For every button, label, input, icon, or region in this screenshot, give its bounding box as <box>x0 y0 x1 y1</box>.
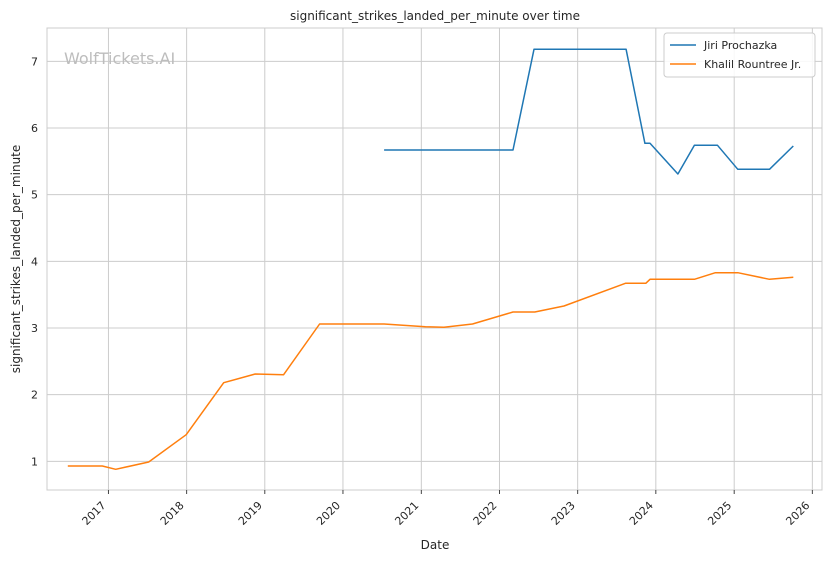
series-line-khalil-rountree-jr <box>67 271 794 471</box>
x-tick-label: 2018 <box>158 499 187 528</box>
x-tick-label: 2026 <box>783 499 812 528</box>
x-tick-label: 2017 <box>80 499 109 528</box>
gridlines <box>47 28 822 490</box>
x-tick-label: 2019 <box>236 499 265 528</box>
legend: Jiri Prochazka Khalil Rountree Jr. <box>663 32 816 78</box>
x-tick-label: 2021 <box>392 499 421 528</box>
y-axis-title: significant_strikes_landed_per_minute <box>9 145 23 374</box>
x-tick-label: 2024 <box>627 499 656 528</box>
legend-box <box>663 32 816 78</box>
x-tick-label: 2020 <box>314 499 343 528</box>
y-tick-label: 1 <box>31 455 38 468</box>
plot-area <box>46 27 823 491</box>
x-tick-label: 2025 <box>705 499 734 528</box>
y-tick-label: 5 <box>31 189 38 202</box>
x-axis-title: Date <box>421 538 450 552</box>
y-tick-label: 4 <box>31 255 38 268</box>
x-tick-label: 2022 <box>471 499 500 528</box>
x-tick-label: 2023 <box>549 499 578 528</box>
legend-label-khalil-rountree-jr: Khalil Rountree Jr. <box>704 58 801 71</box>
series-lines <box>67 48 794 471</box>
y-tick-label: 3 <box>31 322 38 335</box>
x-axis-ticks: 2017 2018 2019 2020 2021 2022 2023 2024 2025 2026 <box>80 490 813 528</box>
series-line-jiri-prochazka <box>384 48 794 175</box>
y-tick-label: 6 <box>31 122 38 135</box>
chart-title: significant_strikes_landed_per_minute ov… <box>290 9 580 23</box>
y-tick-label: 2 <box>31 389 38 402</box>
watermark: WolfTickets.AI <box>64 49 175 68</box>
y-axis-ticks: 1 2 3 4 5 6 7 <box>31 55 38 468</box>
y-tick-label: 7 <box>31 55 38 68</box>
legend-label-jiri-prochazka: Jiri Prochazka <box>703 39 777 52</box>
